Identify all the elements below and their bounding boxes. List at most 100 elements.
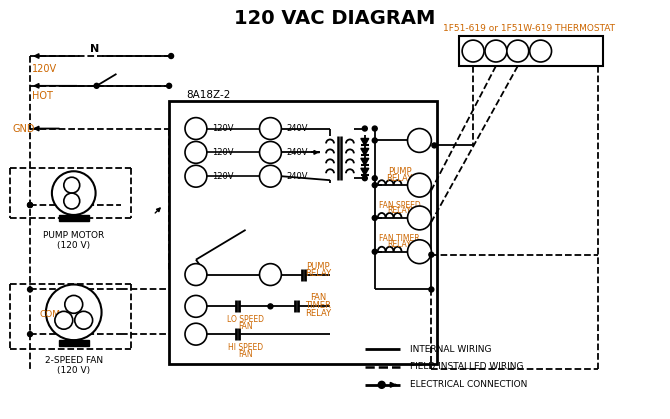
Circle shape bbox=[373, 126, 377, 131]
Circle shape bbox=[407, 240, 431, 264]
Text: PUMP: PUMP bbox=[306, 262, 330, 271]
Circle shape bbox=[373, 215, 377, 220]
Text: L1: L1 bbox=[190, 269, 202, 279]
Polygon shape bbox=[361, 148, 368, 155]
Text: W: W bbox=[413, 180, 425, 190]
Circle shape bbox=[268, 304, 273, 309]
Text: F2: F2 bbox=[189, 171, 202, 181]
Text: G: G bbox=[415, 247, 424, 257]
Text: RELAY: RELAY bbox=[388, 240, 411, 249]
Circle shape bbox=[373, 249, 377, 254]
Text: HI: HI bbox=[80, 317, 87, 323]
Text: W: W bbox=[490, 46, 502, 56]
Circle shape bbox=[27, 287, 33, 292]
Circle shape bbox=[530, 40, 551, 62]
Text: L0: L0 bbox=[190, 301, 202, 311]
Text: P2: P2 bbox=[189, 147, 203, 158]
Bar bbox=[59, 215, 88, 221]
Text: P2: P2 bbox=[263, 147, 277, 158]
Text: RELAY: RELAY bbox=[388, 207, 411, 215]
Circle shape bbox=[46, 285, 102, 340]
Polygon shape bbox=[361, 138, 368, 145]
Text: 240V: 240V bbox=[287, 124, 308, 133]
Text: 240V: 240V bbox=[287, 172, 308, 181]
Circle shape bbox=[185, 264, 207, 285]
Circle shape bbox=[507, 40, 529, 62]
Polygon shape bbox=[361, 168, 368, 175]
Text: Y: Y bbox=[514, 46, 522, 56]
Text: LO SPEED: LO SPEED bbox=[227, 315, 264, 324]
Text: 240V: 240V bbox=[287, 148, 308, 157]
Circle shape bbox=[373, 138, 377, 143]
Circle shape bbox=[27, 332, 33, 336]
Circle shape bbox=[378, 381, 385, 388]
Circle shape bbox=[407, 206, 431, 230]
Circle shape bbox=[259, 165, 281, 187]
Text: FAN: FAN bbox=[239, 349, 253, 359]
Circle shape bbox=[167, 83, 172, 88]
Text: LO: LO bbox=[60, 317, 68, 323]
Circle shape bbox=[407, 173, 431, 197]
Text: 120V: 120V bbox=[212, 148, 234, 157]
Text: HOT: HOT bbox=[32, 91, 53, 101]
Text: G: G bbox=[536, 46, 545, 56]
Bar bbox=[59, 340, 88, 346]
Circle shape bbox=[169, 54, 174, 59]
Text: TIMER: TIMER bbox=[305, 301, 331, 310]
Text: FAN: FAN bbox=[239, 322, 253, 331]
Text: ELECTRICAL CONNECTION: ELECTRICAL CONNECTION bbox=[409, 380, 527, 389]
Circle shape bbox=[362, 176, 367, 181]
Circle shape bbox=[65, 295, 82, 313]
Text: FIELD INSTALLED WIRING: FIELD INSTALLED WIRING bbox=[409, 362, 523, 372]
Text: L2: L2 bbox=[264, 124, 277, 134]
Circle shape bbox=[185, 142, 207, 163]
Circle shape bbox=[259, 142, 281, 163]
Text: 120V: 120V bbox=[212, 124, 234, 133]
Text: GND: GND bbox=[12, 124, 35, 134]
Text: 1F51-619 or 1F51W-619 THERMOSTAT: 1F51-619 or 1F51W-619 THERMOSTAT bbox=[443, 24, 614, 33]
Text: COM: COM bbox=[40, 310, 61, 319]
Text: R: R bbox=[469, 46, 477, 56]
Circle shape bbox=[485, 40, 507, 62]
Text: RELAY: RELAY bbox=[305, 269, 331, 278]
Circle shape bbox=[64, 193, 80, 209]
Circle shape bbox=[407, 129, 431, 153]
Circle shape bbox=[462, 40, 484, 62]
Bar bbox=[169, 101, 438, 364]
Circle shape bbox=[432, 143, 437, 148]
Circle shape bbox=[429, 287, 434, 292]
Polygon shape bbox=[361, 158, 368, 165]
Circle shape bbox=[259, 264, 281, 285]
Text: HI: HI bbox=[190, 329, 202, 339]
Circle shape bbox=[429, 252, 434, 257]
Circle shape bbox=[185, 165, 207, 187]
Text: R: R bbox=[415, 135, 423, 145]
Text: 8A18Z-2: 8A18Z-2 bbox=[187, 90, 231, 100]
Circle shape bbox=[55, 311, 73, 329]
Text: HI SPEED: HI SPEED bbox=[228, 343, 263, 352]
Text: FAN SPEED: FAN SPEED bbox=[379, 201, 421, 210]
Text: PUMP MOTOR
(120 V): PUMP MOTOR (120 V) bbox=[43, 231, 105, 250]
Text: 120V: 120V bbox=[212, 172, 234, 181]
Circle shape bbox=[185, 118, 207, 140]
Text: N: N bbox=[90, 44, 99, 54]
Circle shape bbox=[259, 118, 281, 140]
Bar bbox=[459, 36, 603, 66]
Circle shape bbox=[373, 183, 377, 188]
Circle shape bbox=[362, 126, 367, 131]
Text: INTERNAL WIRING: INTERNAL WIRING bbox=[409, 344, 491, 354]
Text: FAN TIMER: FAN TIMER bbox=[379, 234, 420, 243]
Circle shape bbox=[27, 202, 33, 207]
Text: 2-SPEED FAN
(120 V): 2-SPEED FAN (120 V) bbox=[45, 356, 103, 375]
Circle shape bbox=[27, 202, 33, 207]
Text: Y: Y bbox=[415, 213, 423, 223]
Text: N: N bbox=[192, 124, 200, 134]
Text: F2: F2 bbox=[264, 171, 277, 181]
Text: 120 VAC DIAGRAM: 120 VAC DIAGRAM bbox=[234, 9, 436, 28]
Circle shape bbox=[185, 323, 207, 345]
Circle shape bbox=[52, 171, 96, 215]
Circle shape bbox=[75, 311, 92, 329]
Text: FAN: FAN bbox=[310, 293, 326, 302]
Circle shape bbox=[94, 83, 99, 88]
Text: 120V: 120V bbox=[32, 64, 57, 74]
